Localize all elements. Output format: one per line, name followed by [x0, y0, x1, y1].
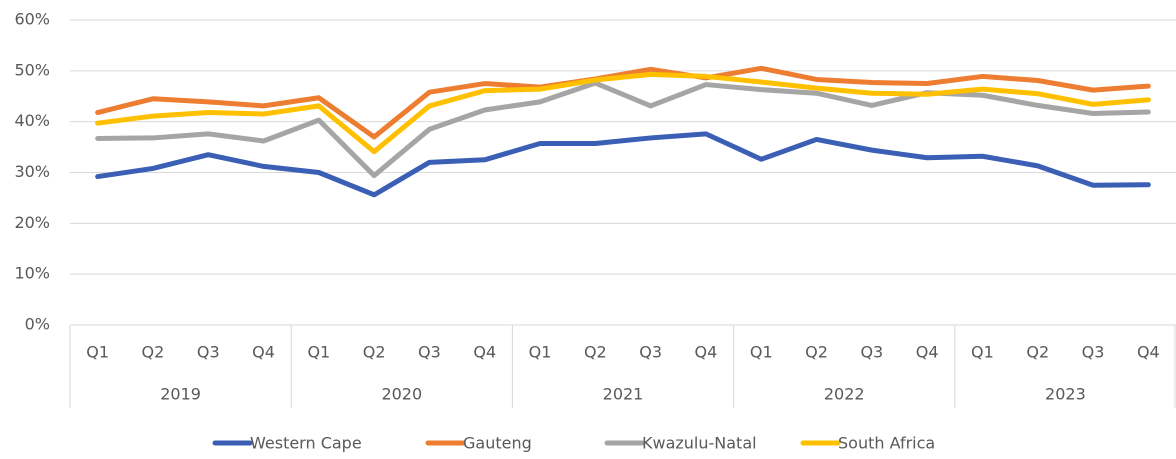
series-line — [95, 131, 1151, 198]
year-label: 2023 — [1045, 385, 1086, 404]
x-tick-label: Q4 — [695, 343, 718, 362]
x-tick-label: Q2 — [805, 343, 828, 362]
x-tick-label: Q4 — [473, 343, 496, 362]
y-tick-label: 50% — [14, 60, 50, 79]
x-tick-label: Q1 — [750, 343, 773, 362]
x-tick-label: Q4 — [1137, 343, 1160, 362]
y-tick-label: 20% — [14, 213, 50, 232]
legend-label: Western Cape — [250, 434, 362, 453]
x-tick-label: Q3 — [639, 343, 662, 362]
x-tick-label: Q1 — [971, 343, 994, 362]
x-tick-label: Q2 — [363, 343, 386, 362]
y-tick-label: 10% — [14, 264, 50, 283]
y-tick-label: 60% — [14, 10, 50, 29]
y-tick-label: 30% — [14, 162, 50, 181]
year-label: 2019 — [160, 385, 201, 404]
x-tick-label: Q3 — [197, 343, 220, 362]
x-tick-label: Q3 — [1082, 343, 1105, 362]
legend-label: Kwazulu-Natal — [642, 434, 757, 453]
series-line — [95, 71, 1151, 155]
legend-label: Gauteng — [463, 434, 532, 453]
x-tick-label: Q1 — [307, 343, 330, 362]
x-tick-label: Q3 — [860, 343, 883, 362]
x-tick-label: Q2 — [1026, 343, 1049, 362]
x-tick-label: Q4 — [252, 343, 275, 362]
legend-label: South Africa — [838, 434, 935, 453]
x-tick-label: Q4 — [916, 343, 939, 362]
series-line — [95, 80, 1151, 179]
x-tick-label: Q1 — [529, 343, 552, 362]
x-tick-label: Q2 — [584, 343, 607, 362]
series-line — [95, 65, 1151, 140]
y-tick-label: 40% — [14, 111, 50, 130]
year-label: 2021 — [603, 385, 644, 404]
year-label: 2020 — [381, 385, 422, 404]
year-label: 2022 — [824, 385, 865, 404]
x-tick-label: Q3 — [418, 343, 441, 362]
x-tick-label: Q1 — [86, 343, 109, 362]
x-tick-label: Q2 — [142, 343, 165, 362]
y-tick-label: 0% — [25, 315, 50, 334]
